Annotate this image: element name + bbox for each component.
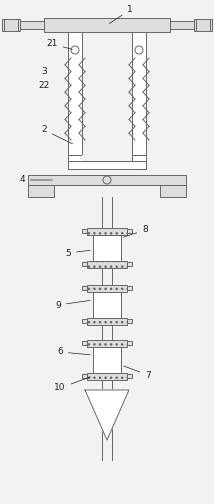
Bar (68, 155, 82, 169)
Bar (44, 18, 170, 32)
Bar (169, 21, 194, 29)
Text: 1: 1 (109, 6, 133, 24)
Bar (68, 161, 146, 169)
Bar (127, 286, 132, 290)
Bar (132, 32, 146, 155)
Bar (20, 21, 45, 29)
Bar (87, 285, 127, 292)
Text: 9: 9 (55, 300, 90, 309)
Bar (93, 235, 121, 261)
Bar (127, 341, 132, 345)
Bar (82, 341, 87, 345)
Bar (127, 262, 132, 266)
Bar (160, 185, 186, 197)
Bar (82, 374, 87, 378)
Text: 2: 2 (41, 125, 73, 144)
Bar (82, 229, 87, 233)
Bar (82, 262, 87, 266)
Text: 22: 22 (38, 81, 50, 90)
Bar (87, 228, 127, 235)
Bar (82, 319, 87, 323)
Text: 5: 5 (65, 248, 90, 258)
Bar (87, 340, 127, 347)
Bar (127, 319, 132, 323)
Bar (194, 19, 212, 31)
Bar (82, 286, 87, 290)
Bar (87, 261, 127, 268)
Text: 10: 10 (54, 377, 90, 393)
Text: 21: 21 (46, 39, 72, 49)
Bar (132, 155, 146, 169)
Text: 3: 3 (41, 68, 47, 77)
Text: 4: 4 (19, 175, 52, 184)
Bar (28, 175, 186, 185)
Bar (68, 32, 82, 155)
Text: 6: 6 (57, 347, 90, 356)
Polygon shape (85, 390, 129, 440)
Bar (87, 373, 127, 380)
Bar (28, 185, 54, 197)
Bar (2, 19, 20, 31)
Bar (127, 374, 132, 378)
Bar (87, 318, 127, 325)
Text: 8: 8 (124, 225, 148, 237)
Bar (82, 155, 132, 161)
Bar (93, 292, 121, 318)
Bar (127, 229, 132, 233)
Text: 7: 7 (124, 366, 151, 380)
Bar (93, 347, 121, 373)
